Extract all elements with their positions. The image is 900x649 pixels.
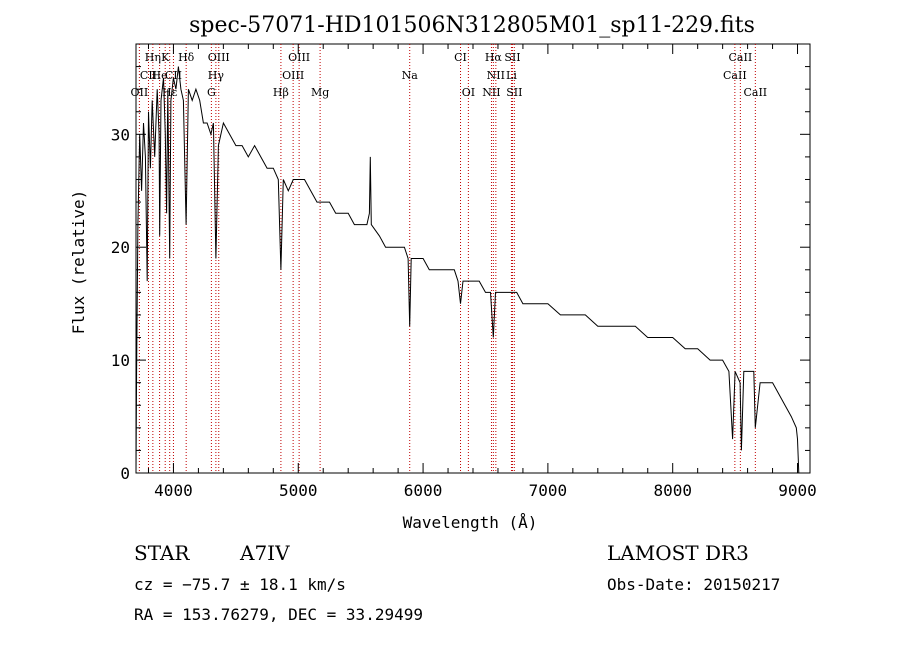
line-label-19: Hε	[162, 86, 178, 99]
x-tick-label: 7000	[529, 481, 568, 500]
x-tick-label: 4000	[154, 481, 193, 500]
y-tick-label: 30	[111, 125, 130, 144]
line-label-1: K	[161, 51, 170, 64]
coordinates: RA = 153.76279, DEC = 33.29499	[134, 605, 423, 624]
y-tick-label: 0	[120, 464, 130, 483]
line-label-9: CII	[140, 69, 157, 82]
object-class: STAR	[134, 541, 190, 565]
line-label-23: OI	[462, 86, 475, 99]
x-tick-label: 9000	[778, 481, 817, 500]
line-label-24: NII	[482, 86, 500, 99]
line-label-18: OII	[131, 86, 149, 99]
x-tick-label: 6000	[404, 481, 443, 500]
observation-date: Obs-Date: 20150217	[607, 575, 780, 594]
line-label-20: G	[207, 86, 216, 99]
line-label-4: OIII	[288, 51, 310, 64]
line-label-0: Hη	[145, 51, 161, 64]
line-label-7: SII	[504, 51, 520, 64]
line-label-17: CaII	[723, 69, 747, 82]
line-label-26: CaII	[743, 86, 767, 99]
line-label-3: OIII	[208, 51, 230, 64]
line-label-15: NII	[487, 69, 505, 82]
redshift-readout: cz = −75.7 ± 18.1 km/s	[134, 575, 346, 594]
x-axis-ticks: 4000 5000 6000 7000 8000 9000	[147, 44, 817, 500]
x-tick-label: 5000	[279, 481, 318, 500]
line-label-21: Hβ	[273, 86, 289, 99]
line-label-16: Li	[506, 69, 517, 82]
chart-title: spec-57071-HD101506N312805M01_sp11-229.f…	[189, 13, 755, 38]
spectrum-series-group	[135, 66, 800, 474]
object-subclass: A7IV	[239, 541, 290, 565]
line-label-22: Mg	[311, 86, 329, 99]
y-axis-label: Flux (relative)	[69, 190, 88, 335]
line-label-5: CI	[454, 51, 467, 64]
line-marker-group	[138, 44, 756, 473]
line-label-2: Hδ	[178, 51, 195, 64]
x-axis-label: Wavelength (Å)	[403, 513, 538, 532]
line-label-25: SII	[506, 86, 522, 99]
spectrum-line-0	[135, 66, 800, 474]
y-tick-label: 20	[111, 238, 130, 257]
y-tick-label: 10	[111, 351, 130, 370]
y-axis-ticks: 0 10 20 30	[111, 66, 810, 483]
line-label-8: CaII	[729, 51, 753, 64]
x-tick-label: 8000	[653, 481, 692, 500]
survey-name: LAMOST DR3	[607, 541, 749, 565]
plot-frame	[135, 43, 811, 474]
line-label-14: Na	[402, 69, 419, 82]
line-label-12: Hγ	[208, 69, 225, 82]
line-label-6: Hα	[485, 51, 503, 64]
line-label-13: OIII	[282, 69, 304, 82]
